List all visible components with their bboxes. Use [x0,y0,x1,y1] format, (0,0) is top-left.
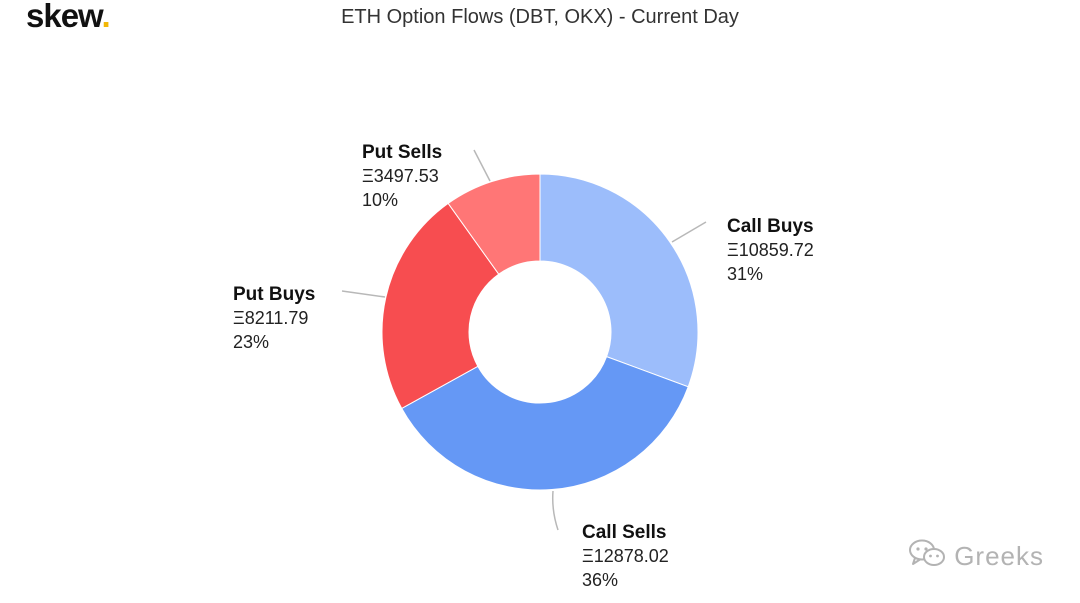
slice-percent-put-buys: 23% [233,332,269,352]
brand-dot: . [101,0,111,34]
slice-percent-call-sells: 36% [582,570,618,590]
slice-label-call-buys: Call Buys [727,216,814,237]
slice-call-sells [401,355,689,491]
leader-line-call-buys [671,221,707,243]
leader-line-put-buys [341,290,386,298]
brand-name: skew [26,0,103,34]
slice-value-call-sells: Ξ12878.02 [582,546,669,566]
slice-call-buys [539,173,699,388]
slice-value-put-sells: Ξ3497.53 [362,166,439,186]
slice-percent-put-sells: 10% [362,190,398,210]
slice-label-call-sells: Call Sells [582,522,667,543]
slice-percent-call-buys: 31% [727,264,763,284]
greeks-watermark: Greeks [908,538,1044,575]
watermark-text: Greeks [954,541,1044,571]
slice-put-sells [447,173,541,275]
leader-line-call-sells [552,490,559,531]
slice-value-put-buys: Ξ8211.79 [233,308,308,328]
slice-value-call-buys: Ξ10859.72 [727,240,814,260]
skew-logo: skew. [26,0,111,35]
slice-label-put-buys: Put Buys [233,284,315,305]
wechat-icon [908,538,946,575]
chart-title: ETH Option Flows (DBT, OKX) - Current Da… [341,6,739,28]
leader-line-put-sells [473,149,491,182]
slice-label-put-sells: Put Sells [362,142,442,163]
slice-put-buys [381,202,500,410]
